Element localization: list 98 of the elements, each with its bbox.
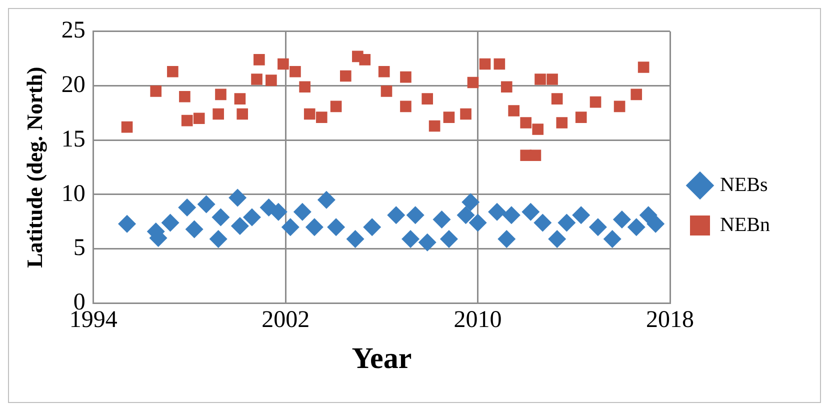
point [456,206,475,224]
point [588,218,607,236]
point [558,214,576,232]
point [502,206,520,224]
point [443,112,455,123]
point [400,100,412,112]
point [556,117,568,128]
point [181,114,193,126]
point [468,214,487,232]
point [590,96,602,108]
point [234,93,246,104]
point [548,230,566,248]
point [494,58,506,70]
point [317,190,336,209]
point [293,202,312,221]
point [346,230,364,248]
point [340,70,352,82]
point [551,93,563,104]
point [305,218,324,236]
y-axis-title: Latitude (deg. North) [22,66,47,268]
point [534,74,546,85]
point [460,108,472,120]
point [575,112,587,123]
point [121,121,133,133]
point [212,108,224,120]
legend-label: NEBs [720,174,768,196]
point [603,230,622,248]
point [612,210,631,228]
point [572,206,590,224]
point [179,90,190,102]
point [327,218,346,236]
point [402,230,420,248]
point [418,233,436,252]
point [254,54,265,66]
point [400,71,412,83]
point [193,112,205,124]
point [522,202,540,221]
point [428,120,440,132]
point [359,54,371,66]
x-tick-label: 2002 [262,306,310,333]
point [242,208,261,226]
point [638,62,650,73]
point [432,210,451,228]
point [251,74,262,85]
y-tick-label: 5 [73,235,86,262]
point [330,100,342,112]
point [488,202,506,221]
point [278,58,289,70]
point [197,195,216,214]
point [462,193,480,212]
point [498,230,516,248]
point [520,117,532,128]
point [230,217,249,236]
point [380,86,392,97]
point [614,100,626,112]
point [378,66,390,78]
point [178,198,196,217]
point [118,214,136,233]
x-axis-title: Year [352,342,412,375]
point [269,202,288,221]
point [281,218,300,236]
point [440,230,458,248]
point [546,74,558,85]
point [185,220,204,238]
point [266,74,277,86]
point [150,86,162,97]
point [228,188,247,207]
point [387,206,406,224]
legend-label: NEBn [720,214,770,236]
point [363,218,382,236]
point [500,81,512,93]
point [209,230,228,248]
y-tick-label: 15 [61,126,86,152]
y-tick-label: 10 [61,180,86,207]
y-tick-label: 20 [61,72,86,98]
x-tick-label: 2018 [646,306,694,333]
point [167,66,178,78]
point [212,208,230,226]
point [646,214,665,233]
point [161,214,180,232]
point [508,105,520,116]
point [532,124,544,135]
point [316,112,328,123]
point [422,93,434,104]
point [299,81,310,93]
point [215,88,226,100]
point [236,108,248,120]
point [534,214,552,232]
point [406,206,424,224]
y-tick-label: 25 [61,18,86,44]
point [630,88,642,100]
point [290,66,301,78]
point [467,76,479,88]
point [627,218,646,236]
point [530,150,542,161]
point [479,58,491,70]
x-tick-label: 2010 [454,306,502,333]
point [304,108,316,120]
